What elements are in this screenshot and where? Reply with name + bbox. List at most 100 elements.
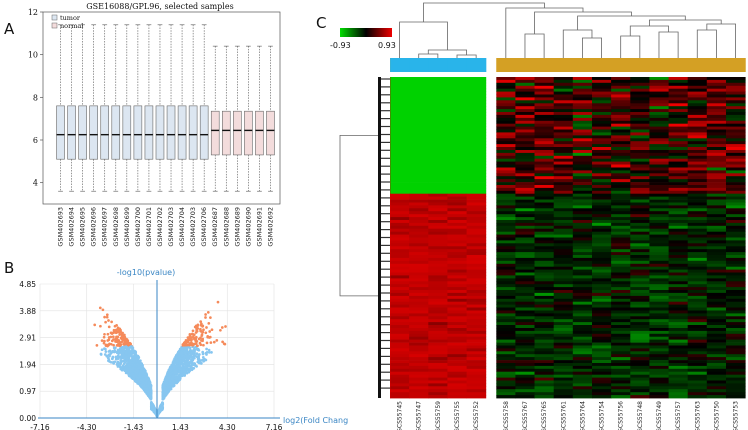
point-nonsignificant [116, 357, 120, 360]
heat-cell [630, 371, 650, 375]
heat-cell [466, 380, 487, 384]
heat-cell [572, 222, 593, 227]
heat-cell [515, 106, 535, 110]
point-significant [192, 342, 195, 346]
heat-cell [553, 202, 574, 206]
heat-cell [447, 179, 467, 183]
point-significant [186, 343, 190, 347]
heat-cell [687, 196, 708, 200]
heat-cell [726, 211, 746, 215]
heat-cell [726, 97, 746, 101]
point-significant [98, 306, 102, 310]
heat-cell [553, 301, 574, 305]
heat-cell [553, 357, 574, 361]
heat-cell [428, 307, 448, 311]
heat-cell [534, 144, 555, 148]
heat-cell [611, 295, 631, 300]
heat-cell [668, 272, 689, 276]
heat-cell [409, 249, 429, 253]
heat-cell [630, 208, 650, 212]
heat-cell [515, 246, 535, 250]
heat-cell [630, 187, 650, 192]
heat-cell [572, 91, 593, 95]
heat-cell [534, 179, 555, 183]
heat-cell [409, 202, 429, 206]
heat-cell [592, 228, 612, 232]
heat-cell [515, 202, 535, 206]
point-nonsignificant [146, 387, 149, 391]
heat-cell [706, 322, 727, 326]
heat-cell [553, 348, 574, 352]
heat-cell [687, 240, 708, 244]
heat-cell [409, 85, 429, 90]
heat-cell [611, 106, 631, 110]
heat-cell [668, 383, 689, 387]
heat-cell [428, 190, 448, 195]
heat-cell [390, 278, 410, 282]
heat-cell [409, 240, 429, 244]
heat-cell [649, 368, 669, 373]
heat-cell [553, 114, 574, 119]
point-nonsignificant [175, 381, 179, 385]
color-key-min: -0.93 [330, 41, 351, 50]
heat-cell [630, 377, 650, 381]
heat-cell [534, 333, 555, 338]
heat-cell [390, 185, 410, 189]
heat-cell [592, 304, 612, 308]
heat-cell [428, 164, 448, 168]
heat-cell [706, 129, 727, 133]
heat-cell [496, 395, 516, 399]
heat-cell [390, 330, 410, 335]
point-significant [202, 328, 205, 332]
x-tick-label: GSM402696 [90, 207, 98, 247]
heat-cell [466, 255, 487, 259]
heat-cell [515, 240, 535, 244]
point-significant [117, 340, 121, 343]
heat-cell [649, 243, 669, 247]
heat-cell [496, 106, 516, 110]
heat-cell [466, 266, 487, 270]
heat-cell [687, 225, 708, 230]
heat-cell [649, 211, 669, 215]
heat-cell [390, 114, 410, 119]
heat-cell [592, 225, 612, 230]
heat-cell [534, 383, 555, 387]
heat-cell [515, 158, 535, 162]
heat-cell [409, 257, 429, 262]
point-nonsignificant [166, 384, 169, 387]
heat-cell [428, 144, 448, 148]
heat-cell [726, 185, 746, 189]
point-significant [109, 335, 113, 339]
heat-cell [726, 182, 746, 186]
heat-cell [515, 357, 535, 361]
heat-cell [515, 263, 535, 268]
heat-cell [515, 269, 535, 273]
heat-cell [466, 187, 487, 192]
heat-cell [572, 348, 593, 352]
heat-cell [553, 158, 574, 162]
heat-cell [687, 106, 708, 110]
heat-cell [515, 287, 535, 291]
heat-cell [428, 298, 448, 303]
point-nonsignificant [183, 365, 187, 369]
heat-cell [668, 211, 689, 215]
heat-cell [592, 278, 612, 282]
heat-cell [534, 147, 555, 151]
heat-cell [553, 371, 574, 375]
heat-cell [466, 292, 487, 297]
y-tick-label: 2.91 [19, 334, 36, 343]
heat-cell [630, 129, 650, 133]
heat-cell [706, 363, 727, 367]
heat-cell [611, 281, 631, 285]
heat-cell [668, 222, 689, 227]
heat-cell [515, 322, 535, 326]
x-tick-label: GSM402703 [167, 207, 175, 247]
x-tick-label: -4.30 [77, 423, 97, 430]
heat-cell [553, 351, 574, 355]
heat-cell [390, 319, 410, 323]
heat-cell [668, 301, 689, 305]
point-nonsignificant [125, 368, 129, 372]
heat-cell [515, 380, 535, 384]
heat-cell [630, 354, 650, 358]
heat-cell [649, 202, 669, 206]
